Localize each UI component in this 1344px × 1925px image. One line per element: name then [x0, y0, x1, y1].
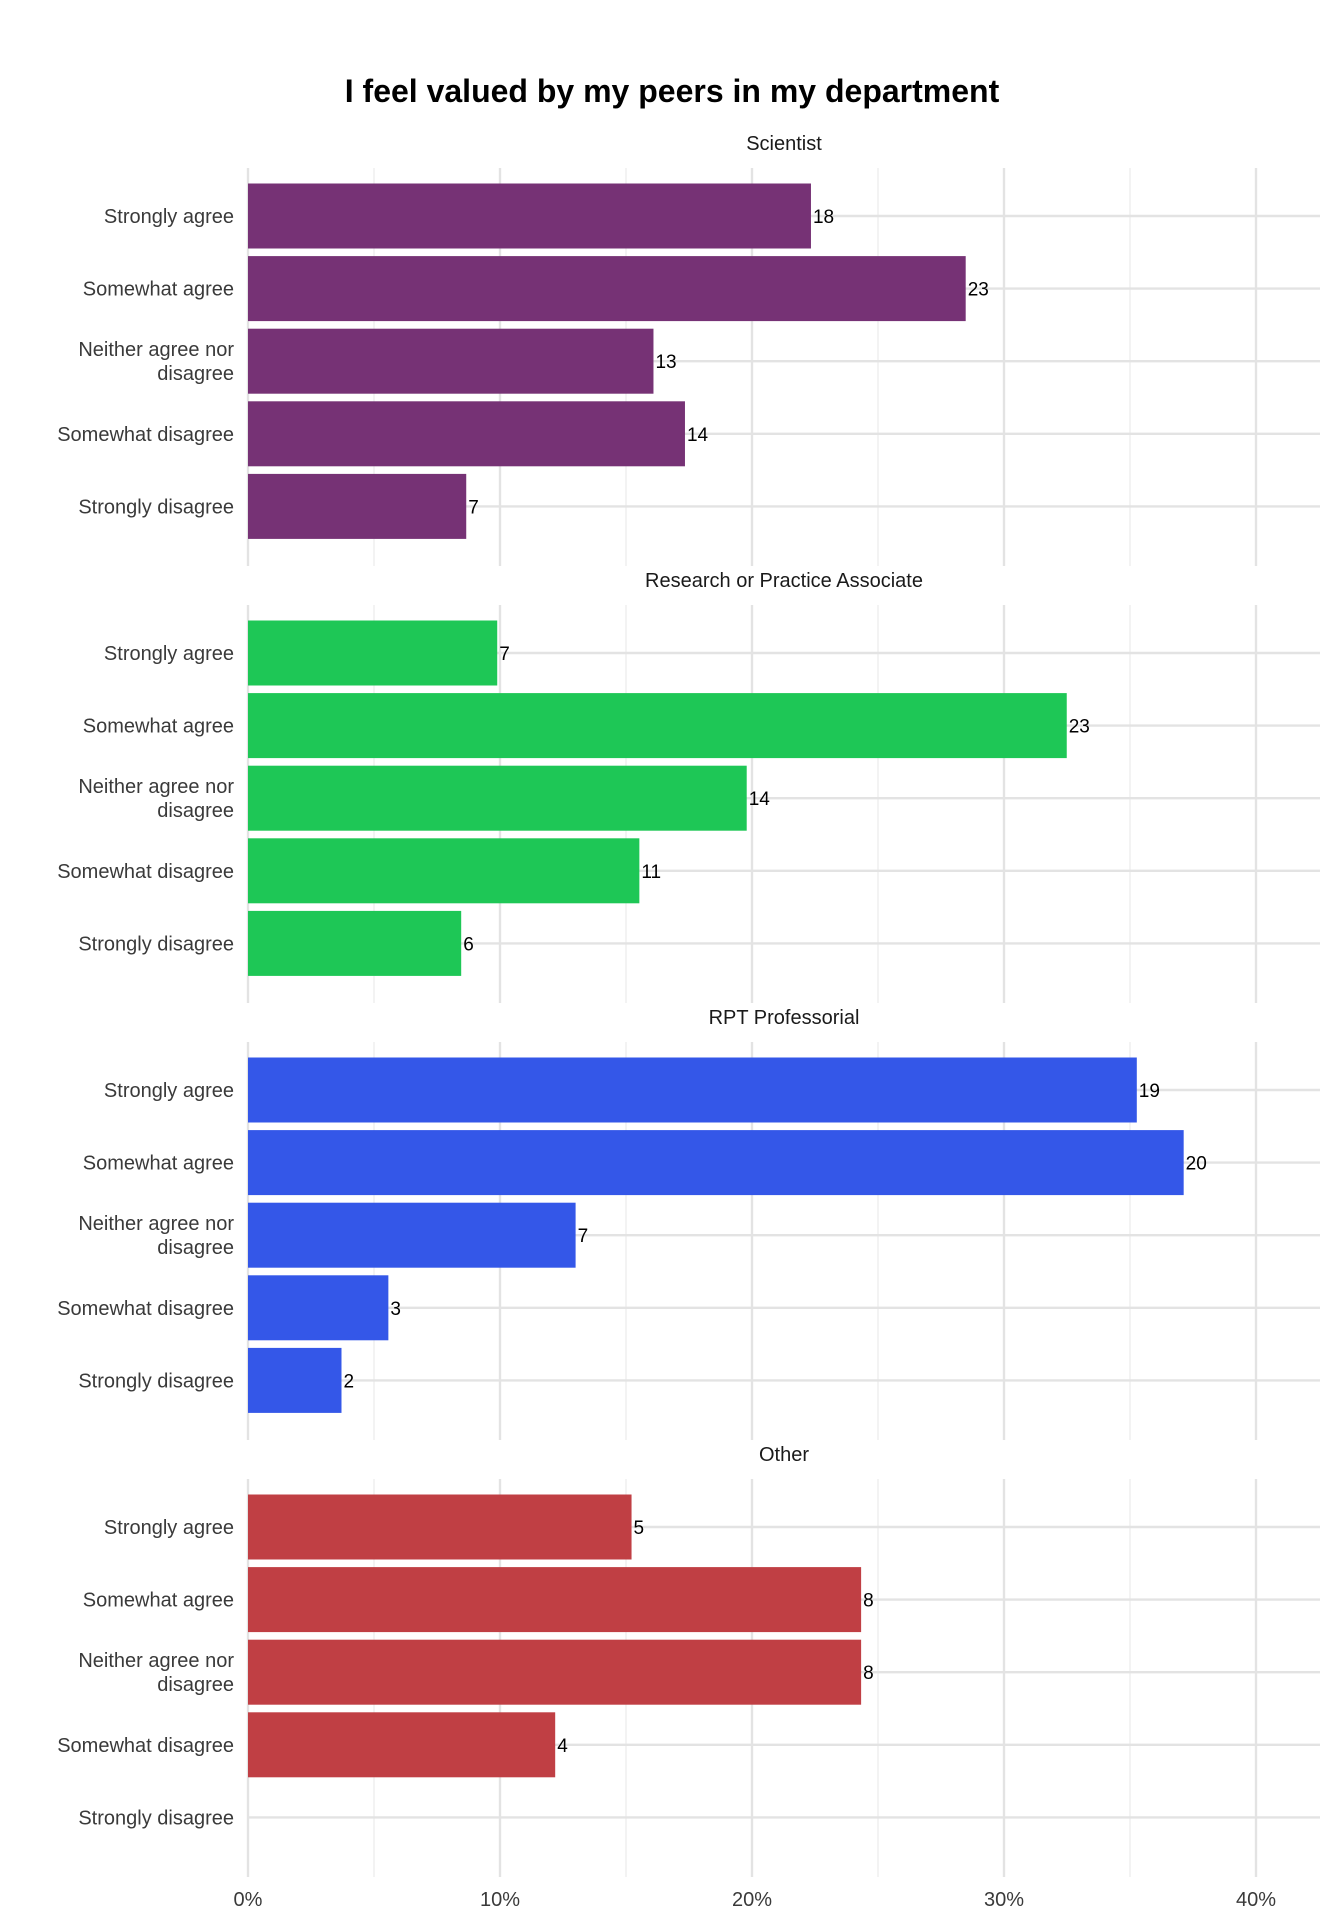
bar — [248, 1057, 1137, 1123]
data-label: 2 — [343, 1371, 354, 1392]
x-tick-label: 10% — [480, 1889, 520, 1911]
bar — [248, 838, 640, 904]
facet-panel: Other 5 Strongly agree 8 Somewhat agree 8 Neit… — [57, 1444, 1320, 1877]
category-label: Strongly disagree — [78, 933, 234, 955]
data-label: 14 — [749, 789, 771, 810]
category-label: Neither agree nor — [78, 1650, 234, 1672]
facet-panel: Scientist 18 Strongly agree 23 Somewhat agre… — [57, 133, 1320, 566]
data-label: 7 — [468, 497, 479, 518]
category-label: Somewhat disagree — [57, 424, 234, 446]
bar — [248, 1130, 1184, 1196]
bar — [248, 1567, 862, 1633]
bar — [248, 328, 654, 394]
x-tick-label: 20% — [732, 1889, 772, 1911]
category-label: Neither agree nor — [78, 1213, 234, 1235]
category-label: disagree — [157, 800, 234, 822]
bar — [248, 910, 462, 976]
category-label: Somewhat agree — [83, 1153, 234, 1175]
data-label: 23 — [968, 280, 989, 301]
data-label: 23 — [1069, 717, 1090, 738]
category-label: Somewhat disagree — [57, 1298, 234, 1320]
category-label: Somewhat disagree — [57, 1735, 234, 1757]
data-label: 7 — [578, 1226, 589, 1247]
category-label: Strongly agree — [104, 643, 234, 665]
data-label: 8 — [863, 1663, 874, 1684]
data-label: 8 — [863, 1591, 874, 1612]
data-label: 18 — [813, 207, 834, 228]
bar — [248, 1712, 556, 1778]
x-tick-label: 40% — [1236, 1889, 1276, 1911]
bar — [248, 1202, 576, 1268]
data-label: 13 — [655, 352, 676, 373]
data-label: 19 — [1139, 1081, 1160, 1102]
bar — [248, 256, 966, 322]
category-label: Neither agree nor — [78, 776, 234, 798]
category-label: Somewhat agree — [83, 279, 234, 301]
bar — [248, 765, 747, 831]
x-tick-label: 30% — [984, 1889, 1024, 1911]
panel-title: Research or Practice Associate — [645, 570, 923, 592]
bar — [248, 1347, 342, 1413]
bar — [248, 1494, 632, 1560]
category-label: Somewhat disagree — [57, 861, 234, 883]
category-label: Strongly disagree — [78, 496, 234, 518]
x-tick-label: 0% — [234, 1889, 263, 1911]
category-label: Strongly disagree — [78, 1370, 234, 1392]
panel-title: RPT Professorial — [709, 1007, 860, 1029]
category-label: Strongly agree — [104, 1517, 234, 1539]
bar — [248, 401, 685, 467]
bar — [248, 1639, 862, 1705]
bar — [248, 620, 498, 686]
data-label: 11 — [641, 862, 661, 883]
category-label: Strongly agree — [104, 1080, 234, 1102]
data-label: 6 — [463, 934, 474, 955]
bar — [248, 1275, 389, 1341]
bar — [248, 473, 467, 539]
data-label: 20 — [1186, 1154, 1207, 1175]
category-label: disagree — [157, 1237, 234, 1259]
panel-title: Other — [759, 1444, 809, 1466]
data-label: 5 — [634, 1518, 645, 1539]
data-label: 14 — [687, 425, 709, 446]
data-label: 4 — [557, 1736, 568, 1757]
bar — [248, 183, 811, 249]
category-label: Neither agree nor — [78, 339, 234, 361]
panel-title: Scientist — [746, 133, 822, 155]
data-label: 3 — [390, 1299, 401, 1320]
facet-panel: RPT Professorial 19 Strongly agree 20 Somewh… — [57, 1007, 1320, 1440]
category-label: Somewhat agree — [83, 716, 234, 738]
category-label: disagree — [157, 363, 234, 385]
bar — [248, 693, 1067, 759]
facet-panel: Research or Practice Associate 7 Strongly … — [57, 570, 1320, 1003]
chart-title: I feel valued by my peers in my departme… — [345, 73, 1000, 109]
category-label: Strongly agree — [104, 206, 234, 228]
category-label: disagree — [157, 1674, 234, 1696]
category-label: Strongly disagree — [78, 1807, 234, 1829]
category-label: Somewhat agree — [83, 1590, 234, 1612]
data-label: 7 — [499, 644, 510, 665]
